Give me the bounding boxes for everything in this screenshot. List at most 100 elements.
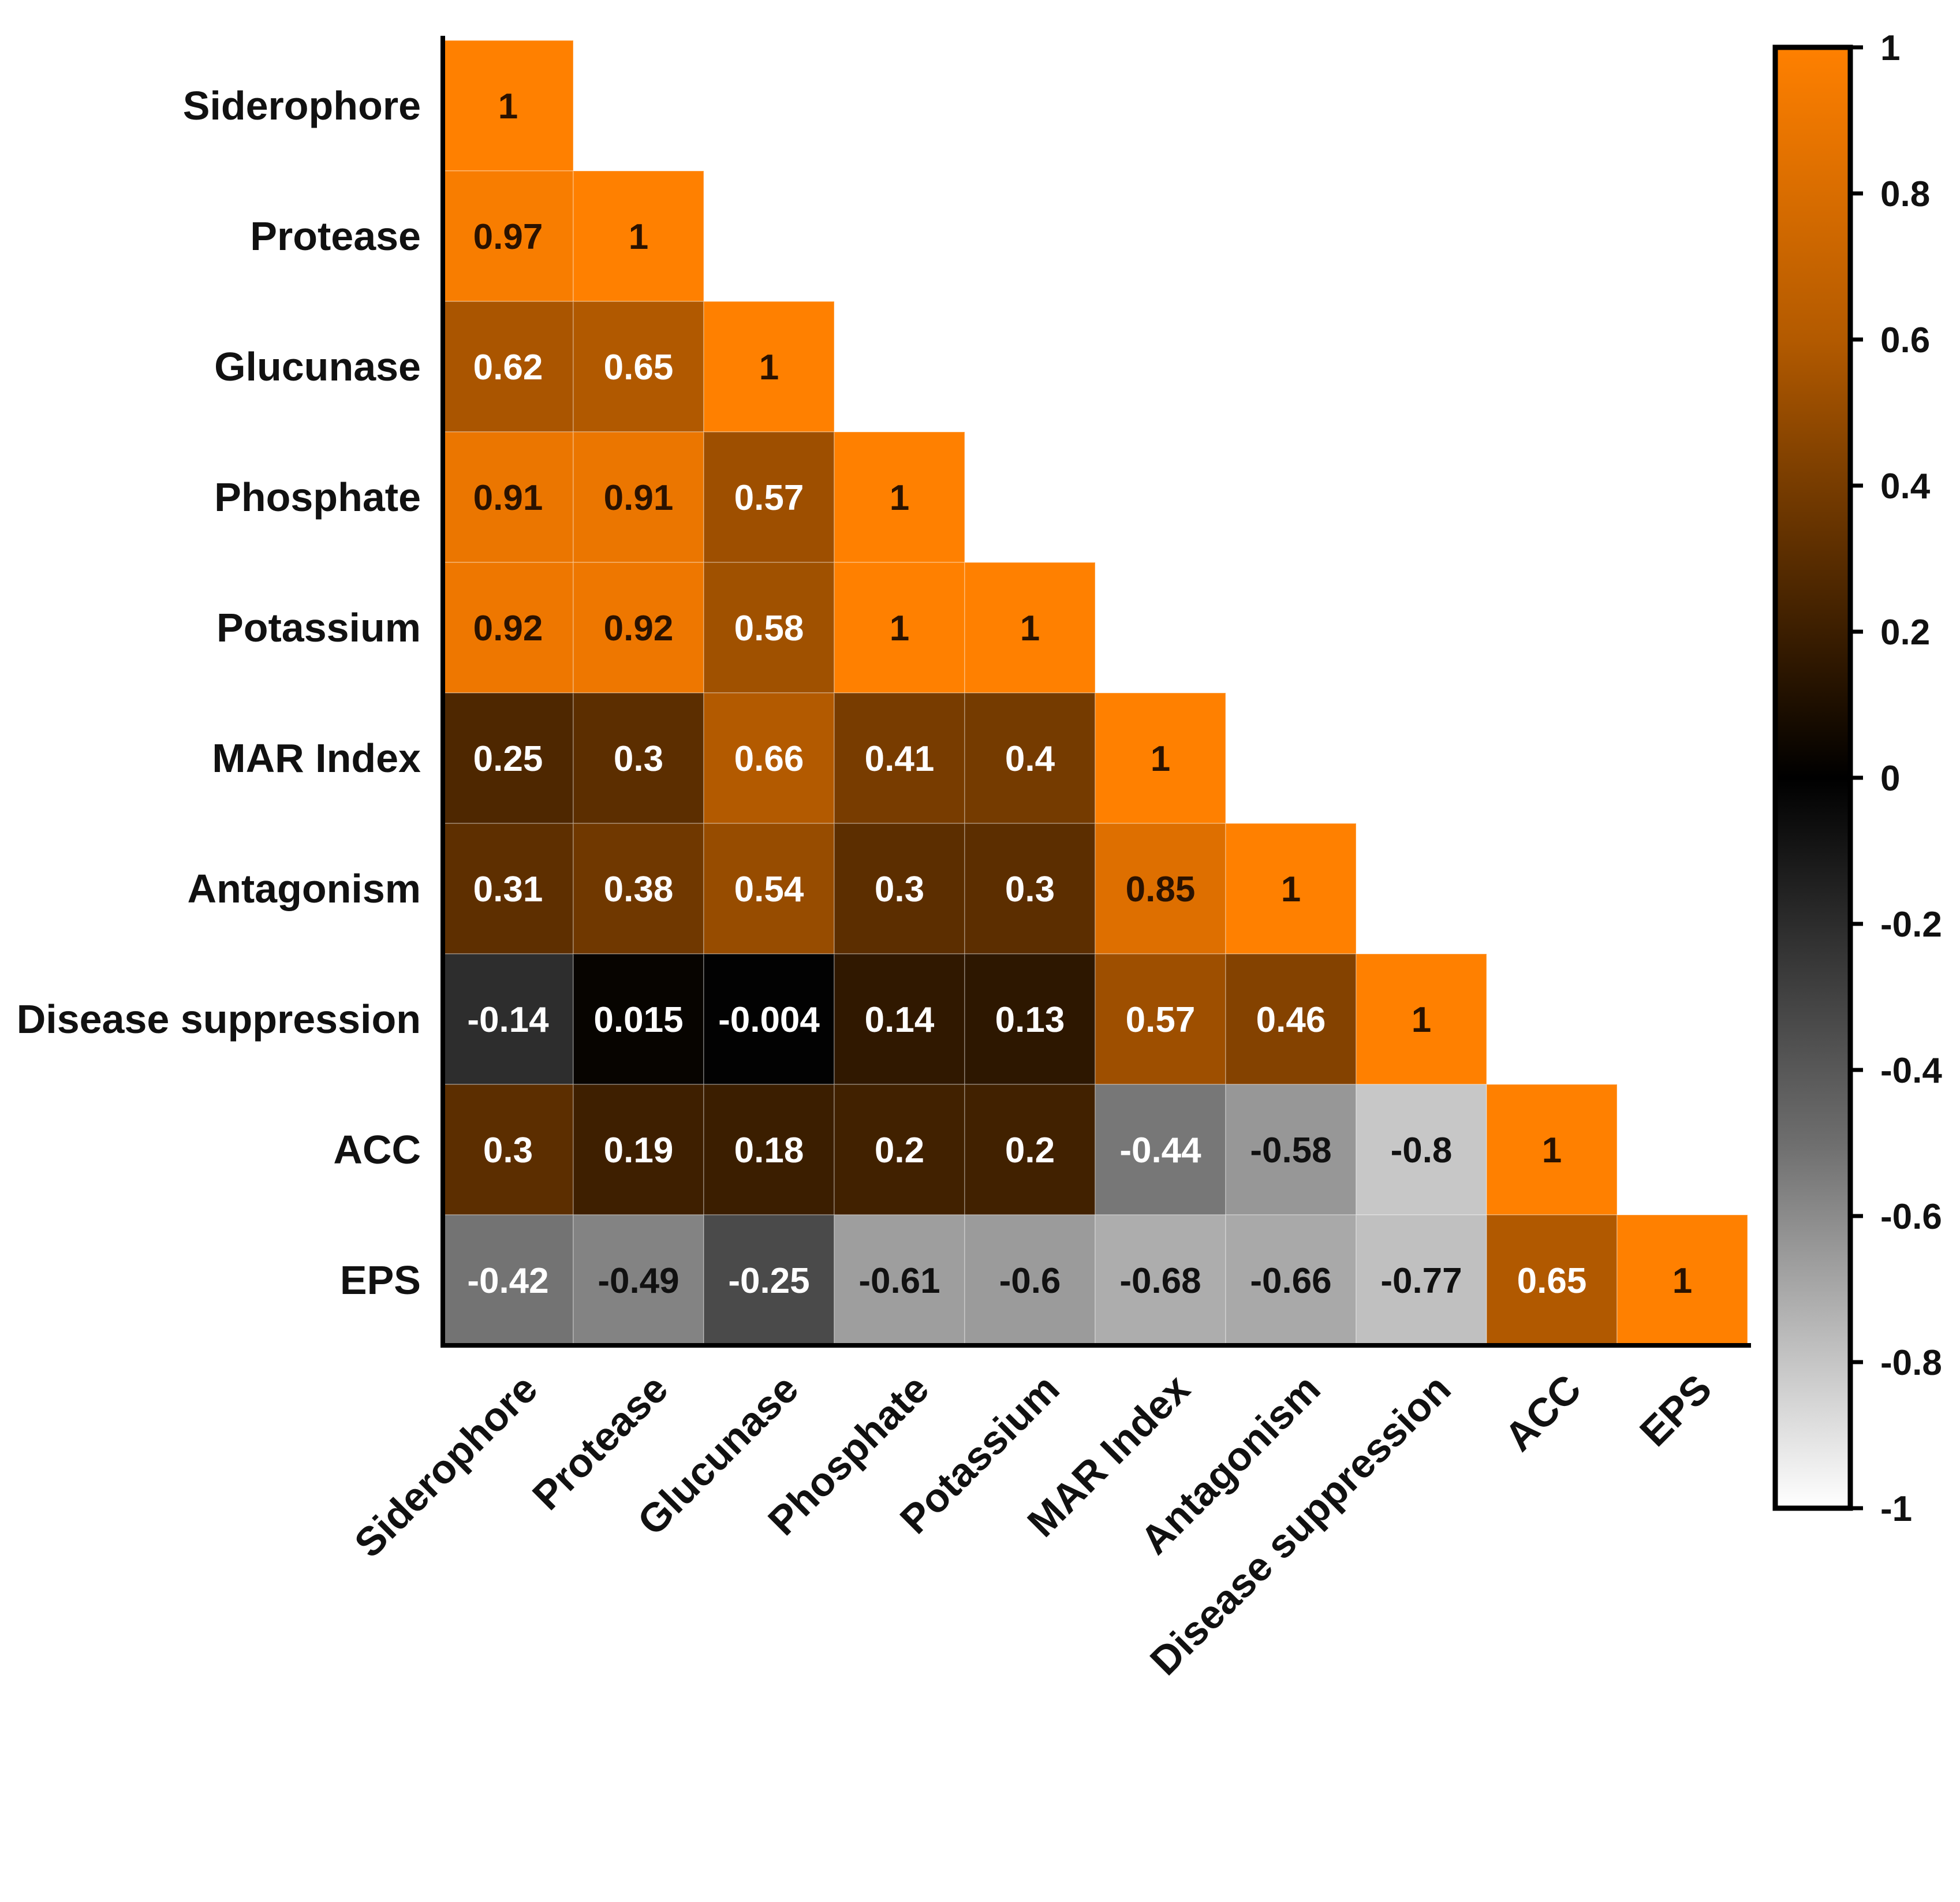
row-label: EPS (340, 1258, 421, 1303)
heatmap-cell (442, 170, 574, 302)
heatmap-cell (1225, 823, 1357, 954)
heatmap-cell (1095, 692, 1226, 824)
cell-value-label: 1 (498, 87, 518, 126)
cell-value-label: 0.92 (604, 609, 674, 648)
cell-value-label: 0.91 (473, 478, 543, 518)
heatmap-cell (703, 692, 835, 824)
colorbar-tick-label: 0.2 (1880, 613, 1930, 652)
cell-value-label: -0.61 (858, 1261, 940, 1301)
cell-value-label: 1 (629, 217, 648, 257)
heatmap-cell (964, 562, 1096, 693)
colorbar: 1 0.8 0.6 0.4 0.2 0 -0.2 -0.4 -0.6 -0.8 -1 (1772, 28, 1942, 1529)
colorbar-tick-label: 1 (1880, 28, 1900, 68)
cell-value-label: 0.85 (1126, 870, 1196, 909)
cell-value-label: 0.4 (1005, 739, 1055, 779)
cell-value-label: 0.13 (995, 1000, 1065, 1040)
cell-value-label: 1 (890, 478, 909, 518)
heatmap-cell (834, 692, 965, 824)
cell-value-label: 0.65 (604, 348, 674, 387)
row-label: ACC (333, 1127, 421, 1172)
cell-value-label: 1 (890, 609, 909, 648)
heatmap-cell (1356, 1214, 1487, 1346)
heatmap-cell (573, 170, 704, 302)
heatmap-cell (442, 1214, 574, 1346)
heatmap-cell (573, 431, 704, 563)
cell-value-label: -0.66 (1250, 1261, 1331, 1301)
heatmap-cell (442, 823, 574, 954)
row-label: Disease suppression (17, 997, 421, 1042)
cell-value-label: 0.54 (734, 870, 804, 909)
heatmap-cell (1486, 1084, 1618, 1215)
cell-value-label: 1 (1281, 870, 1301, 909)
heatmap-cells: 1 0.97 1 0.62 0.65 1 0.91 0.91 0.57 1 0.92 0.92 0.58… (442, 40, 1748, 1346)
heatmap-cell (573, 823, 704, 954)
row-label: Protease (250, 214, 421, 259)
cell-value-label: 0.3 (875, 870, 924, 909)
cell-value-label: -0.14 (467, 1000, 549, 1040)
cell-value-label: 0.38 (604, 870, 674, 909)
heatmap-cell (1486, 1214, 1618, 1346)
cell-value-label: 0.41 (865, 739, 935, 779)
colorbar-tick-label: -1 (1880, 1489, 1912, 1529)
cell-value-label: 0.25 (473, 739, 543, 779)
cell-value-label: 0.57 (734, 478, 804, 518)
heatmap-axes (440, 36, 1751, 1348)
heatmap-cell (442, 1084, 574, 1215)
heatmap-cell (834, 823, 965, 954)
row-labels: Siderophore Protease Glucunase Phosphate Pot… (17, 83, 421, 1303)
heatmap-cell (1095, 1084, 1226, 1215)
cell-value-label: 1 (1672, 1261, 1692, 1301)
heatmap-cell (703, 1214, 835, 1346)
heatmap-cell (1616, 1214, 1748, 1346)
cell-value-label: 0.2 (1005, 1131, 1055, 1170)
cell-value-label: 0.31 (473, 870, 543, 909)
cell-value-label: 0.3 (1005, 870, 1055, 909)
cell-value-label: 0.2 (875, 1131, 924, 1170)
cell-value-label: -0.58 (1250, 1131, 1331, 1170)
heatmap-cell (964, 692, 1096, 824)
heatmap-cell (1095, 823, 1226, 954)
colorbar-tick-label: 0.8 (1880, 174, 1930, 214)
cell-value-label: 1 (1412, 1000, 1431, 1040)
heatmap-cell (573, 1214, 704, 1346)
colorbar-tick-label: 0.6 (1880, 320, 1930, 360)
heatmap-cell (573, 1084, 704, 1215)
cell-value-label: 0.14 (865, 1000, 935, 1040)
colorbar-tick-label: 0 (1880, 759, 1900, 799)
row-label: Phosphate (214, 475, 421, 520)
colorbar-tick-label: -0.8 (1880, 1343, 1942, 1383)
cell-value-label: -0.8 (1391, 1131, 1453, 1170)
cell-value-label: 0.97 (473, 217, 543, 257)
heatmap-cell (834, 1214, 965, 1346)
cell-value-label: 0.91 (604, 478, 674, 518)
cell-value-label: 0.46 (1256, 1000, 1326, 1040)
cell-value-label: 0.19 (604, 1131, 674, 1170)
cell-value-label: 0.65 (1517, 1261, 1587, 1301)
row-label: Glucunase (214, 344, 421, 389)
column-labels: SiderophoreProteaseGlucunasePhosphatePot… (346, 1366, 1720, 1683)
heatmap-cell (573, 301, 704, 432)
cell-value-label: -0.004 (718, 1000, 820, 1040)
heatmap-cell (573, 562, 704, 693)
heatmap-cell (703, 562, 835, 693)
heatmap-cell (1095, 1214, 1226, 1346)
row-label: Siderophore (183, 83, 421, 128)
cell-value-label: 0.57 (1126, 1000, 1196, 1040)
cell-value-label: -0.49 (598, 1261, 679, 1301)
row-label: Antagonism (188, 866, 421, 911)
heatmap-cell (1225, 953, 1357, 1085)
column-label: Siderophore (346, 1366, 546, 1566)
cell-value-label: -0.44 (1119, 1131, 1201, 1170)
colorbar-tick-label: -0.6 (1880, 1197, 1942, 1237)
cell-value-label: 0.3 (614, 739, 663, 779)
cell-value-label: -0.25 (728, 1261, 809, 1301)
cell-value-label: 0.92 (473, 609, 543, 648)
heatmap-cell (573, 692, 704, 824)
cell-value-label: 1 (1020, 609, 1040, 648)
row-label: MAR Index (212, 736, 421, 781)
heatmap-cell (834, 562, 965, 693)
cell-value-label: 0.58 (734, 609, 804, 648)
heatmap-cell (834, 1084, 965, 1215)
heatmap-cell (834, 431, 965, 563)
